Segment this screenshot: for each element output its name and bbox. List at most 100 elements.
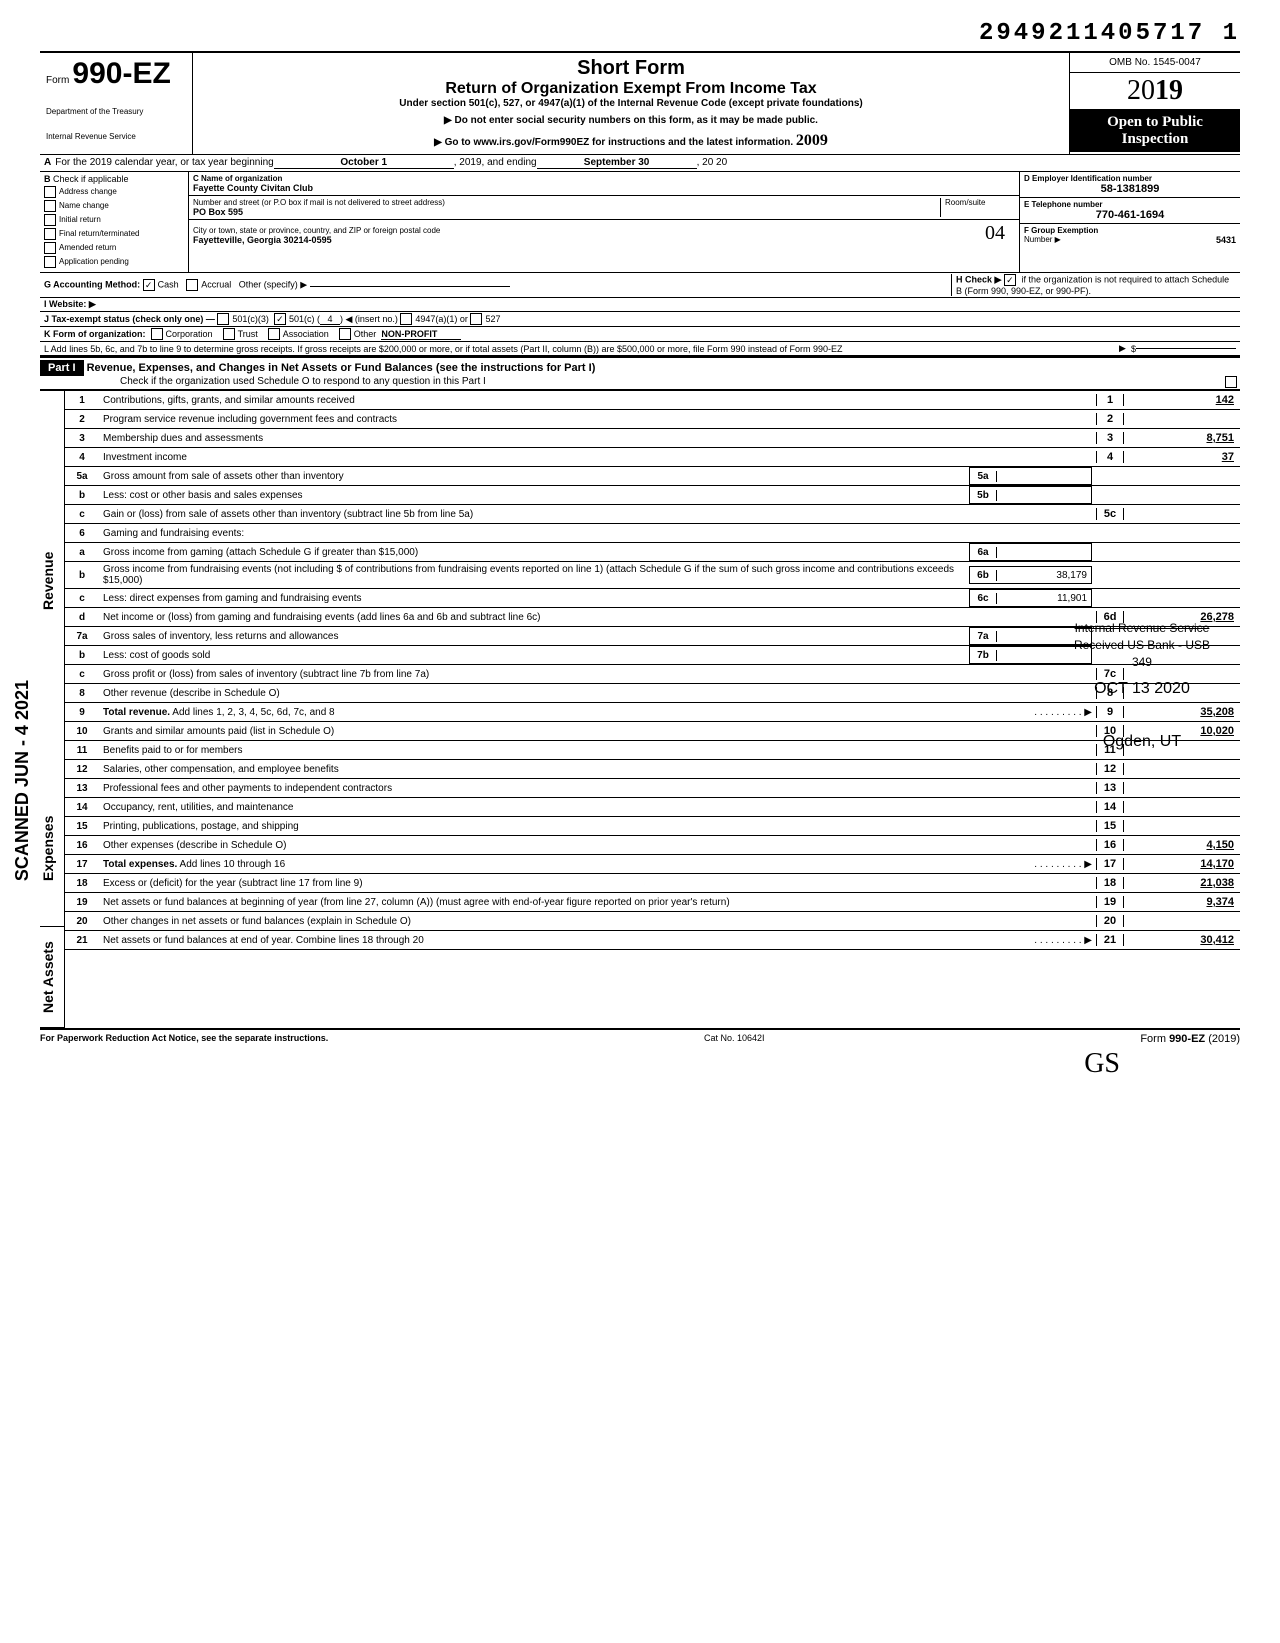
line-number: 13: [65, 783, 99, 794]
amount-value[interactable]: 9,374: [1124, 896, 1240, 908]
inner-label: 5b: [970, 490, 997, 501]
group-exemption-cell: F Group Exemption Number ▶ 5431: [1020, 224, 1240, 247]
checkbox-icon[interactable]: [44, 214, 56, 226]
checkbox-h[interactable]: ✓: [1004, 274, 1016, 286]
line-row: 10Grants and similar amounts paid (list …: [65, 722, 1240, 741]
header-right: OMB No. 1545-0047 2019 Open to Public In…: [1070, 53, 1240, 154]
group-value[interactable]: 5431: [1216, 235, 1236, 245]
line-number: a: [65, 547, 99, 558]
amount-value[interactable]: 4,150: [1124, 839, 1240, 851]
checkbox-icon[interactable]: [44, 256, 56, 268]
inner-label: 5a: [970, 471, 997, 482]
row-l: L Add lines 5b, 6c, and 7b to line 9 to …: [40, 341, 1240, 356]
label-g: G Accounting Method:: [44, 279, 140, 289]
form-header: Form 990-EZ Department of the Treasury I…: [40, 51, 1240, 155]
ein-cell: D Employer Identification number 58-1381…: [1020, 172, 1240, 198]
inner-value[interactable]: 11,901: [997, 593, 1091, 604]
501c-num[interactable]: 4: [320, 314, 340, 325]
row-k: K Form of organization: Corporation Trus…: [40, 326, 1240, 341]
line-text: Total expenses. Add lines 10 through 16 …: [99, 857, 1096, 872]
checkbox-cash[interactable]: ✓: [143, 279, 155, 291]
line-number: b: [65, 650, 99, 661]
box-number: 1: [1096, 394, 1124, 406]
line-text: Net assets or fund balances at end of ye…: [99, 933, 1096, 948]
accrual-label: Accrual: [201, 279, 231, 289]
other-value[interactable]: NON-PROFIT: [381, 329, 461, 340]
line-text: Other revenue (describe in Schedule O): [99, 686, 1096, 701]
amount-value[interactable]: 8,751: [1124, 432, 1240, 444]
line-number: 10: [65, 726, 99, 737]
tax-year: 2019: [1070, 73, 1240, 110]
527-label: 527: [485, 314, 500, 324]
main-table: Revenue Expenses Net Assets 1Contributio…: [40, 390, 1240, 1028]
stamp-line2: Received US Bank - USB: [1074, 637, 1210, 654]
box-number: 14: [1096, 801, 1124, 813]
city-value[interactable]: Fayetteville, Georgia 30214-0595: [193, 235, 985, 245]
line-row: bLess: cost or other basis and sales exp…: [65, 486, 1240, 505]
form-number-cell: Form 990-EZ Department of the Treasury I…: [40, 53, 193, 154]
checkbox-501c[interactable]: ✓: [274, 313, 286, 325]
amount-value[interactable]: 21,038: [1124, 877, 1240, 889]
checkbox-icon[interactable]: [44, 186, 56, 198]
line-number: b: [65, 570, 99, 581]
line-number: 17: [65, 859, 99, 870]
checkbox-527[interactable]: [470, 313, 482, 325]
checkbox-icon[interactable]: [44, 228, 56, 240]
form-label: Form: [46, 75, 69, 86]
inner-label: 6b: [970, 570, 997, 581]
check-item: Amended return: [44, 242, 184, 254]
checkbox-trust[interactable]: [223, 328, 235, 340]
l-amount[interactable]: [1136, 348, 1236, 349]
checkbox-other[interactable]: [339, 328, 351, 340]
end-date[interactable]: September 30: [537, 157, 697, 169]
box-number: 12: [1096, 763, 1124, 775]
line-text: Other changes in net assets or fund bala…: [99, 914, 1096, 929]
line-row: 18Excess or (deficit) for the year (subt…: [65, 874, 1240, 893]
label-j: J Tax-exempt status (check only one) —: [44, 314, 215, 324]
col-c: C Name of organization Fayette County Ci…: [189, 172, 1020, 272]
amount-value[interactable]: 14,170: [1124, 858, 1240, 870]
tel-value[interactable]: 770-461-1694: [1024, 209, 1236, 221]
inner-value[interactable]: 38,179: [997, 570, 1091, 581]
label-i: I Website: ▶: [44, 299, 96, 310]
other-method-input[interactable]: [310, 286, 510, 287]
line-text: Grants and similar amounts paid (list in…: [99, 724, 1096, 739]
checkbox-schedule-o[interactable]: [1225, 376, 1237, 388]
line-text: Gross income from gaming (attach Schedul…: [99, 545, 969, 560]
checkbox-assoc[interactable]: [268, 328, 280, 340]
year-suffix: 19: [1155, 75, 1183, 106]
form-number: 990-EZ: [72, 57, 170, 90]
label-city: City or town, state or province, country…: [193, 226, 985, 235]
checkbox-icon[interactable]: [44, 242, 56, 254]
checkbox-501c3[interactable]: [217, 313, 229, 325]
dept-treasury: Department of the Treasury: [46, 107, 186, 116]
amount-value[interactable]: 37: [1124, 451, 1240, 463]
checkbox-corp[interactable]: [151, 328, 163, 340]
checkbox-icon[interactable]: [44, 200, 56, 212]
amount-value[interactable]: 142: [1124, 394, 1240, 406]
begin-date[interactable]: October 1: [274, 157, 454, 169]
line-row: aGross income from gaming (attach Schedu…: [65, 543, 1240, 562]
part1-header: Part I Revenue, Expenses, and Changes in…: [40, 356, 1240, 390]
addr-value[interactable]: PO Box 595: [193, 207, 940, 217]
col-b: B Check if applicable Address changeName…: [40, 172, 189, 272]
line-number: 9: [65, 707, 99, 718]
line-number: 1: [65, 395, 99, 406]
l-arrow: ▶: [1119, 343, 1126, 354]
checkbox-accrual[interactable]: [186, 279, 198, 291]
inner-amount-box: 6b38,179: [969, 566, 1092, 584]
org-name[interactable]: Fayette County Civitan Club: [193, 183, 1015, 193]
amount-value[interactable]: 30,412: [1124, 934, 1240, 946]
inner-amount-box: 6c11,901: [969, 589, 1092, 607]
initials-area: GS: [40, 1048, 1240, 1080]
line-row: 19Net assets or fund balances at beginni…: [65, 893, 1240, 912]
ein-value[interactable]: 58-1381899: [1024, 183, 1236, 195]
check-item: Name change: [44, 200, 184, 212]
footer-left: For Paperwork Reduction Act Notice, see …: [40, 1033, 328, 1045]
line-number: d: [65, 612, 99, 623]
line-row: dNet income or (loss) from gaming and fu…: [65, 608, 1240, 627]
checkbox-4947[interactable]: [400, 313, 412, 325]
check-item: Application pending: [44, 256, 184, 268]
inner-amount-box: 6a: [969, 543, 1092, 561]
line-text: Gain or (loss) from sale of assets other…: [99, 507, 1096, 522]
